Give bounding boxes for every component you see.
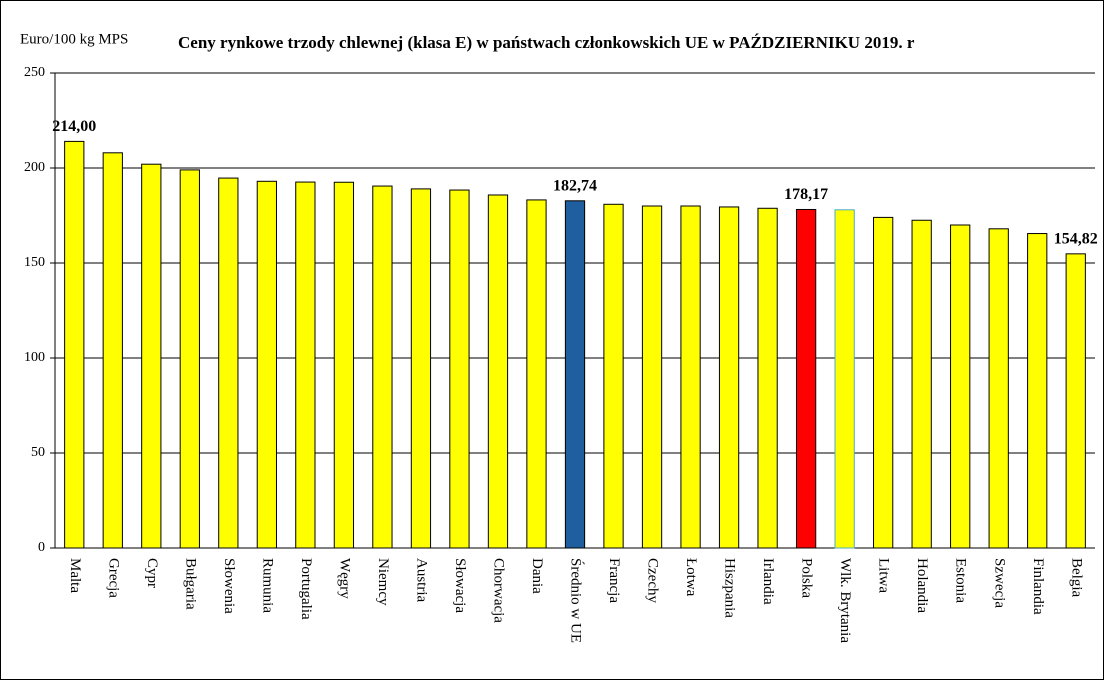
bar bbox=[449, 189, 470, 549]
y-tick-label: 250 bbox=[24, 65, 45, 80]
bar bbox=[410, 188, 432, 549]
bar bbox=[1027, 233, 1048, 549]
value-label: 182,74 bbox=[553, 177, 597, 194]
x-tick-label: Średnio w UE bbox=[568, 558, 585, 643]
y-tick-label: 200 bbox=[24, 160, 45, 175]
value-label: 178,17 bbox=[784, 186, 828, 203]
chart-title: Ceny rynkowe trzody chlewnej (klasa E) w… bbox=[178, 33, 915, 52]
x-tick-label: Portugalia bbox=[298, 558, 314, 620]
bar bbox=[564, 200, 586, 549]
x-tick-label: Bułgaria bbox=[182, 558, 198, 610]
y-axis-label: Euro/100 kg MPS bbox=[20, 31, 128, 47]
x-tick-label: Cypr bbox=[144, 558, 160, 588]
value-label: 154,82 bbox=[1054, 231, 1098, 248]
x-tick-label: Francja bbox=[606, 558, 622, 603]
bar bbox=[795, 208, 817, 549]
x-tick-label: Niemcy bbox=[375, 558, 391, 606]
y-tick-label: 150 bbox=[24, 255, 45, 270]
x-tick-label: Litwa bbox=[876, 558, 892, 593]
x-tick-label: Grecja bbox=[105, 558, 121, 598]
bar bbox=[834, 209, 855, 549]
x-tick-label: Belgia bbox=[1068, 558, 1084, 597]
x-tick-label: Słowenia bbox=[221, 558, 237, 614]
bar bbox=[102, 152, 123, 549]
x-tick-label: Hiszpania bbox=[722, 558, 738, 618]
bar bbox=[372, 185, 393, 549]
bar bbox=[950, 224, 971, 549]
x-tick-label: Irlandia bbox=[760, 558, 776, 605]
x-tick-label: Łotwa bbox=[683, 558, 699, 597]
x-tick-label: Chorwacja bbox=[491, 558, 507, 623]
bar bbox=[487, 194, 509, 549]
bar bbox=[718, 206, 740, 549]
bar bbox=[218, 177, 239, 549]
bar bbox=[873, 216, 894, 549]
x-tick-label: Czechy bbox=[645, 558, 661, 603]
bar bbox=[988, 228, 1009, 549]
bar bbox=[141, 163, 162, 549]
x-tick-label: Dania bbox=[529, 558, 545, 594]
x-tick-label: Węgry bbox=[336, 558, 352, 599]
bar bbox=[911, 219, 932, 549]
x-tick-label: Holandia bbox=[914, 558, 930, 613]
x-tick-label: Malta bbox=[67, 558, 83, 593]
bar bbox=[256, 180, 277, 549]
y-tick-label: 50 bbox=[31, 445, 45, 460]
bar bbox=[64, 140, 85, 549]
x-tick-label: Wlk. Brytania bbox=[837, 558, 853, 643]
bar bbox=[680, 205, 701, 549]
bar bbox=[641, 205, 663, 549]
y-tick-label: 100 bbox=[24, 350, 45, 365]
x-tick-label: Polska bbox=[799, 558, 815, 598]
x-tick-label: Słowacja bbox=[452, 558, 468, 613]
bar bbox=[757, 207, 778, 549]
y-tick-label: 0 bbox=[38, 540, 45, 555]
x-tick-label: Rumunia bbox=[259, 558, 275, 613]
bar bbox=[603, 203, 624, 549]
bar bbox=[1065, 253, 1086, 549]
x-tick-label: Finlandia bbox=[1030, 558, 1046, 615]
bar bbox=[179, 169, 200, 549]
value-label: 214,00 bbox=[52, 118, 96, 135]
bar bbox=[295, 181, 316, 549]
x-tick-label: Estonia bbox=[953, 558, 969, 603]
bar bbox=[526, 199, 547, 549]
bar bbox=[333, 181, 355, 549]
x-tick-label: Austria bbox=[413, 558, 429, 603]
x-tick-label: Szwecja bbox=[991, 558, 1007, 608]
